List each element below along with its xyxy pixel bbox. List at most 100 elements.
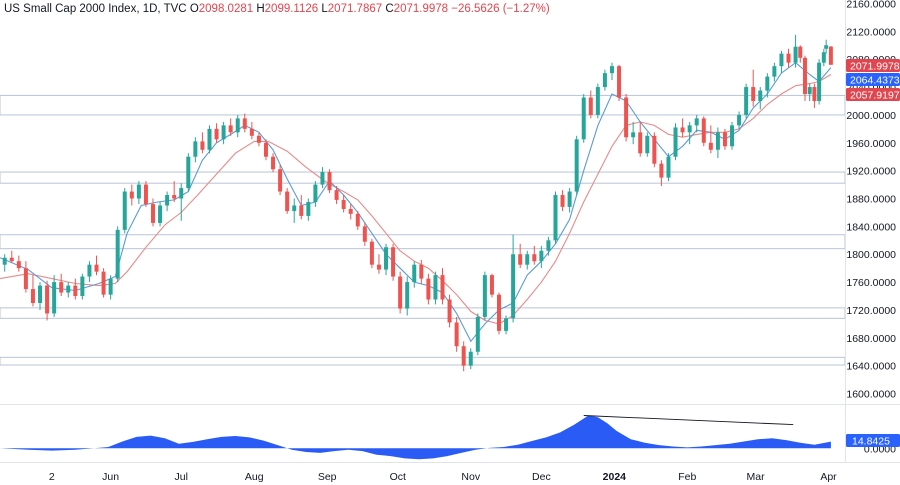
candle-93: [659, 160, 664, 186]
candle-108: [765, 73, 770, 98]
candle-32: [228, 118, 233, 136]
candle-45: [320, 167, 325, 189]
candle-49: [348, 204, 353, 220]
candle-body: [511, 254, 516, 319]
candle-body: [652, 135, 657, 164]
candle-24: [172, 181, 177, 202]
candle-body: [143, 184, 148, 205]
candle-86: [609, 62, 614, 81]
time-axis[interactable]: 2 Jun Jul Aug Sep Oct Nov Dec 2024 Feb Mar Apr: [49, 471, 837, 483]
candle-body: [433, 275, 438, 300]
candle-body: [278, 169, 283, 192]
candle-5: [38, 282, 43, 310]
candle-body: [468, 351, 473, 366]
zone-1: [0, 171, 846, 184]
candle-body: [532, 254, 537, 262]
candle-body: [807, 87, 812, 95]
candle-23: [165, 191, 170, 212]
price-tag-bg: [846, 59, 900, 72]
candle-60: [426, 273, 431, 305]
candle-40: [285, 188, 290, 214]
candle-26: [186, 153, 191, 192]
oscillator-area: [0, 415, 831, 460]
candle-76: [539, 245, 544, 269]
candle-body: [525, 254, 530, 265]
candle-body: [419, 264, 424, 279]
candle-body: [23, 268, 28, 290]
x-tick-label: Nov: [461, 471, 480, 483]
candle-16: [115, 226, 120, 283]
candle-body: [214, 128, 219, 140]
y-tick-label: 2160.0000: [846, 0, 896, 10]
oscillator-trendline: [583, 415, 794, 426]
candle-9: [66, 282, 71, 298]
candle-body: [617, 66, 622, 98]
candle-body: [334, 190, 339, 200]
candle-body: [412, 264, 417, 283]
candle-120: [828, 45, 833, 65]
candle-body: [828, 46, 833, 65]
candle-body: [812, 87, 817, 101]
candle-body: [362, 226, 367, 242]
candle-28: [200, 132, 205, 154]
candle-79: [560, 190, 565, 212]
candle-body: [369, 241, 374, 265]
candle-body: [475, 316, 480, 352]
oscillator-pane: [0, 415, 831, 460]
candle-body: [631, 132, 636, 138]
candle-116: [812, 83, 817, 108]
x-tick-label: Sep: [318, 471, 337, 483]
candle-91: [645, 132, 650, 157]
candle-body: [772, 66, 777, 77]
candle-3: [23, 261, 28, 293]
x-tick-label: Jun: [102, 471, 119, 483]
candle-body: [802, 57, 807, 95]
candle-body: [560, 195, 565, 207]
candle-body: [645, 135, 650, 154]
y-tick-label: 1840.0000: [846, 221, 896, 233]
candle-72: [511, 234, 516, 323]
candle-25: [179, 183, 184, 221]
y-tick-label: 1720.0000: [846, 305, 896, 317]
candle-85: [602, 69, 607, 91]
candle-body: [496, 294, 501, 331]
candle-62: [440, 268, 445, 305]
candle-22: [158, 202, 163, 227]
candle-body: [122, 191, 127, 230]
chart-header: US Small Cap 2000 Index, 1D, TVC O2098.0…: [4, 3, 550, 15]
candle-body: [518, 254, 523, 265]
candle-50: [355, 211, 360, 230]
high-value: 2099.1126: [264, 3, 319, 15]
candle-body: [384, 247, 389, 270]
candle-105: [744, 83, 749, 119]
candle-body: [2, 257, 7, 265]
candle-body: [263, 142, 268, 157]
candle-body: [765, 76, 770, 91]
candle-109: [772, 62, 777, 82]
candle-body: [87, 264, 92, 277]
candle-body: [708, 142, 713, 150]
candle-12: [87, 261, 92, 283]
candle-body: [292, 205, 297, 212]
candle-29: [207, 125, 212, 154]
candle-88: [624, 94, 629, 142]
candle-68: [482, 271, 487, 321]
candle-58: [412, 261, 417, 288]
candle-body: [52, 282, 57, 314]
candle-body: [581, 97, 586, 140]
candle-body: [722, 132, 727, 147]
candle-body: [588, 97, 593, 115]
candle-body: [306, 202, 311, 216]
candle-52: [369, 238, 374, 269]
candle-6: [45, 280, 50, 321]
candle-body: [609, 66, 614, 74]
candle-body: [115, 229, 120, 279]
candle-body: [786, 53, 791, 63]
zone-0: [0, 94, 846, 116]
candle-35: [249, 121, 254, 140]
candle-body: [680, 127, 685, 133]
x-tick-label: Feb: [678, 471, 696, 483]
candle-10: [73, 278, 78, 300]
candle-body: [94, 264, 99, 272]
